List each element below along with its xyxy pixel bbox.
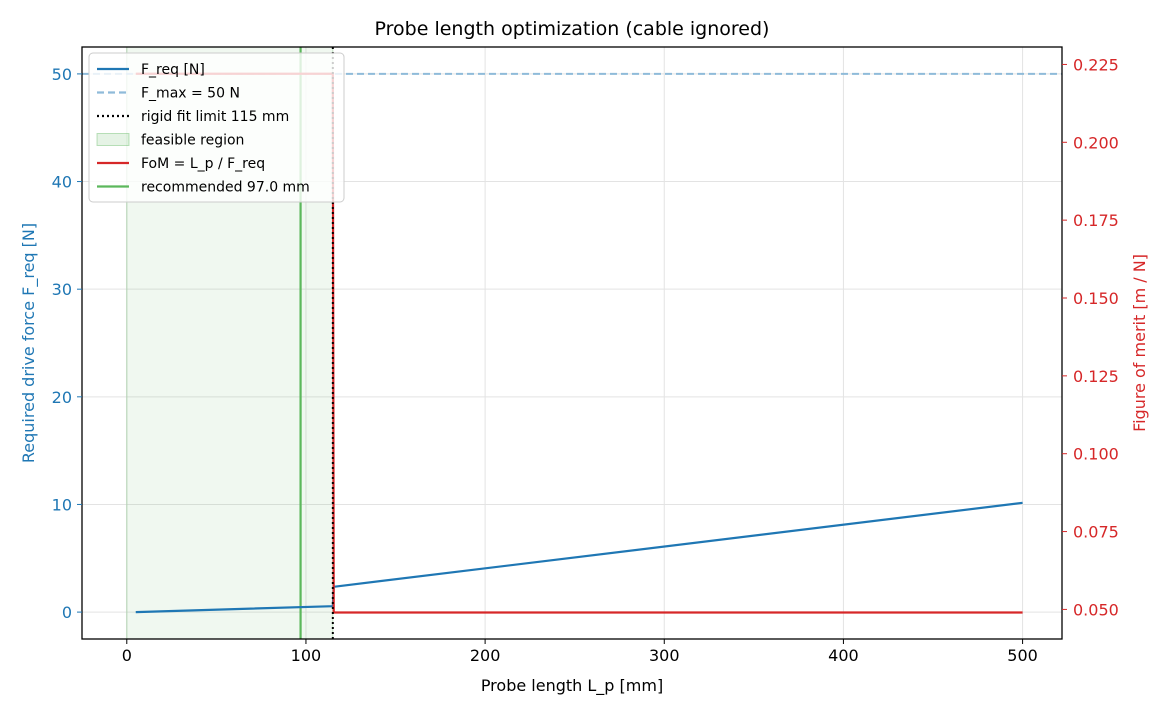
plot-frame [81, 46, 1063, 640]
y-tick-label-right: 0.150 [1073, 289, 1119, 308]
y-axis-title-left: Required drive force F_req [N] [19, 223, 39, 463]
y-axis-title-right: Figure of merit [m / N] [1130, 254, 1149, 432]
legend-label-rigid: rigid fit limit 115 mm [141, 109, 289, 125]
y-tick-label-left: 30 [52, 280, 72, 299]
x-tick-label: 400 [828, 646, 859, 665]
legend-label-f-max: F_max = 50 N [141, 86, 240, 102]
y-tick-label-right: 0.175 [1073, 211, 1119, 230]
y-tick-label-right: 0.050 [1073, 600, 1119, 619]
legend-swatch-feasible-region [96, 133, 130, 146]
legend-label-f-req: F_req [N] [141, 62, 205, 78]
y-tick-label-right: 0.225 [1073, 55, 1119, 74]
legend: F_req [N] F_max = 50 N rigid fit limit 115… [88, 52, 345, 203]
y-tick-label-right: 0.100 [1073, 445, 1119, 464]
x-tick-label: 200 [470, 646, 501, 665]
x-tick-label: 0 [122, 646, 132, 665]
ticks-layer: 0 100 200 300 400 500 0 10 20 30 40 50 0.050 0.075 0.1… [52, 55, 1119, 665]
y-tick-label-right: 0.125 [1073, 367, 1119, 386]
y-tick-label-left: 50 [52, 65, 72, 84]
legend-label-fom: FoM = L_p / F_req [141, 156, 265, 172]
legend-label-feasible: feasible region [141, 133, 244, 149]
x-tick-label: 300 [649, 646, 680, 665]
x-tick-label: 100 [291, 646, 322, 665]
y-tick-label-left: 0 [62, 603, 72, 622]
legend-box [88, 52, 345, 203]
x-tick-label: 500 [1007, 646, 1038, 665]
y-tick-label-left: 40 [52, 173, 72, 192]
chart-title: Probe length optimization (cable ignored… [375, 18, 770, 40]
y-tick-label-right: 0.200 [1073, 133, 1119, 152]
y-tick-label-right: 0.075 [1073, 523, 1119, 542]
x-axis-title: Probe length L_p [mm] [481, 676, 663, 696]
y-tick-label-left: 20 [52, 388, 72, 407]
legend-label-recommended: recommended 97.0 mm [141, 180, 310, 196]
y-tick-label-left: 10 [52, 495, 72, 514]
